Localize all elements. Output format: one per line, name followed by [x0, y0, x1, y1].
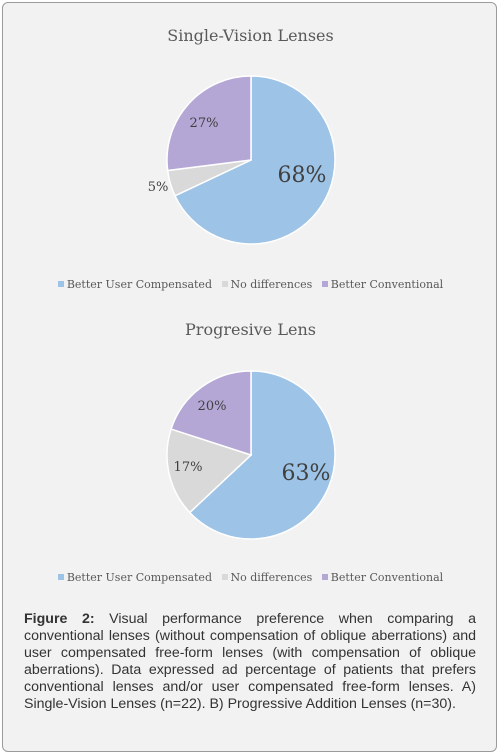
chart-b-legend-swatch-user-compensated: [57, 574, 64, 580]
chart-a-title: Single-Vision Lenses: [167, 26, 334, 45]
chart-a-pie: 68% 5% 27%: [148, 75, 336, 245]
chart-a-legend-swatch-no-differences: [221, 281, 228, 287]
chart-a-legend-item-conventional: Better Conventional: [321, 278, 444, 291]
chart-a-data-label-conventional: 27%: [190, 116, 219, 131]
chart-a-slice-user-compensated: [173, 75, 336, 245]
figure-caption-label: Figure 2:: [24, 611, 95, 627]
figure-caption: Figure 2: Visual performance preference …: [24, 611, 476, 713]
chart-b-slice-no-differences: [166, 428, 253, 514]
chart-a-legend-label-no-differences: No differences: [230, 278, 313, 291]
chart-a-data-label-no-differences: 5%: [148, 180, 169, 195]
chart-b-title: Progresive Lens: [185, 320, 316, 339]
chart-b-data-label-conventional: 20%: [198, 399, 227, 414]
chart-b-legend-label-no-differences: No differences: [230, 571, 313, 584]
chart-a-legend-swatch-conventional: [321, 281, 328, 287]
chart-a-data-label-user-compensated: 68%: [278, 163, 327, 188]
chart-b-legend-label-conventional: Better Conventional: [330, 571, 444, 584]
chart-a-legend-swatch-user-compensated: [57, 281, 64, 287]
chart-b-legend-item-no-differences: No differences: [221, 571, 313, 584]
chart-a-legend: Better User Compensated No differences B…: [0, 278, 501, 291]
chart-b-pie: 63% 17% 20%: [166, 370, 336, 540]
chart-b-legend-label-user-compensated: Better User Compensated: [66, 571, 212, 584]
chart-a-legend-item-user-compensated: Better User Compensated: [57, 278, 212, 291]
chart-a-slice-conventional: [166, 75, 252, 172]
chart-b-legend-item-user-compensated: Better User Compensated: [57, 571, 212, 584]
chart-b-legend-swatch-no-differences: [221, 574, 228, 580]
chart-b-slice-user-compensated: [188, 370, 336, 540]
chart-a-legend-item-no-differences: No differences: [221, 278, 313, 291]
chart-a-legend-label-conventional: Better Conventional: [330, 278, 444, 291]
chart-b-legend-item-conventional: Better Conventional: [321, 571, 444, 584]
chart-a-legend-label-user-compensated: Better User Compensated: [66, 278, 212, 291]
chart-b-legend-swatch-conventional: [321, 574, 328, 580]
chart-b-data-label-user-compensated: 63%: [282, 461, 331, 486]
chart-b-legend: Better User Compensated No differences B…: [0, 571, 501, 584]
chart-b-slice-conventional: [170, 370, 252, 457]
figure-caption-text: Visual performance preference when compa…: [24, 611, 476, 712]
chart-b-data-label-no-differences: 17%: [174, 460, 203, 475]
